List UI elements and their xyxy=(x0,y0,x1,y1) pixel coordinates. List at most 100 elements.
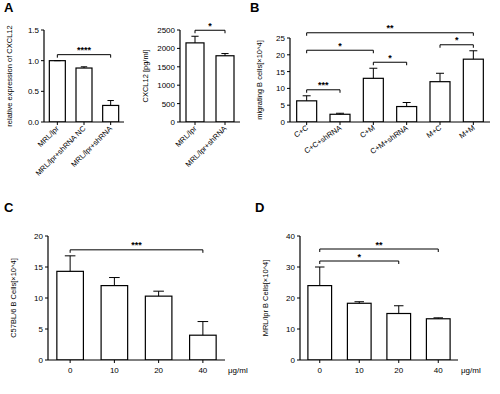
y-tick xyxy=(45,298,48,299)
y-tick-label: 20 xyxy=(276,51,285,60)
x-tick xyxy=(438,360,439,363)
x-tick xyxy=(84,122,85,125)
bar xyxy=(363,78,383,122)
y-tick xyxy=(287,122,290,123)
y-tick xyxy=(287,88,290,89)
bar xyxy=(463,59,483,122)
error-bar xyxy=(198,322,209,336)
error-bar xyxy=(434,317,443,319)
error-cap xyxy=(198,321,209,322)
error-bar xyxy=(107,101,113,106)
error-cap xyxy=(336,113,344,114)
x-tick xyxy=(158,360,159,363)
error-stem xyxy=(440,73,441,81)
y-tick-label: 1.5 xyxy=(28,26,40,35)
error-stem xyxy=(373,68,374,78)
bar xyxy=(76,68,92,122)
error-bar xyxy=(54,60,60,61)
y-axis xyxy=(179,30,180,122)
x-tick xyxy=(114,360,115,363)
x-tick-label: C+C xyxy=(292,123,310,139)
y-tick-label: 1500 xyxy=(157,63,175,72)
y-tick-label: 5 xyxy=(281,101,286,110)
error-stem xyxy=(195,36,196,43)
error-cap xyxy=(303,95,311,96)
y-tick-label: 10 xyxy=(34,294,43,303)
error-cap xyxy=(191,36,198,37)
y-tick xyxy=(297,298,300,299)
marks xyxy=(57,256,216,360)
y-tick-label: 15 xyxy=(276,68,285,77)
x-tick xyxy=(473,122,474,125)
error-cap xyxy=(107,100,113,101)
error-cap xyxy=(81,66,87,67)
panel-label: D xyxy=(255,200,264,215)
x-tick-label: M+C xyxy=(425,123,444,140)
y-tick-label: 2500 xyxy=(157,26,175,35)
y-axis xyxy=(289,38,290,122)
y-tick xyxy=(287,105,290,106)
y-tick xyxy=(297,236,300,237)
x-tick xyxy=(406,122,407,125)
x-tick xyxy=(306,122,307,125)
y-tick xyxy=(297,267,300,268)
x-axis-label: μg/ml xyxy=(461,366,481,375)
y-axis-label: relative expression of CXCL12 xyxy=(5,25,14,126)
y-tick-label: 20 xyxy=(34,232,43,241)
y-tick xyxy=(41,122,44,123)
error-bar xyxy=(221,54,228,56)
x-tick xyxy=(373,122,374,125)
bar xyxy=(430,82,450,122)
significance-label: *** xyxy=(131,240,142,250)
x-tick-label: M+M xyxy=(457,123,476,140)
x-tick-label: 10 xyxy=(110,366,119,375)
bar xyxy=(308,286,332,360)
x-tick xyxy=(70,360,71,363)
y-axis-label: MRL/lpr B Cells[×10^4] xyxy=(261,260,270,337)
y-tick-label: 10 xyxy=(276,84,285,93)
significance-label: * xyxy=(338,41,342,51)
y-tick xyxy=(41,91,44,92)
error-bar xyxy=(336,113,344,114)
marks xyxy=(49,61,118,122)
x-tick-label: C+M+shRNA xyxy=(368,123,409,156)
y-tick-label: 10 xyxy=(286,325,295,334)
error-cap xyxy=(469,50,477,51)
error-bar xyxy=(153,291,164,296)
y-tick xyxy=(45,267,48,268)
error-cap xyxy=(436,73,444,74)
bar xyxy=(145,296,172,360)
error-bar xyxy=(65,256,76,272)
x-tick xyxy=(359,360,360,363)
y-tick xyxy=(177,66,180,67)
x-tick-label: 10 xyxy=(355,366,364,375)
error-cap xyxy=(153,291,164,292)
y-axis-label: C57BL/6 B Cells[×10^4] xyxy=(9,258,18,338)
error-stem xyxy=(473,51,474,59)
significance-label: * xyxy=(357,252,361,262)
bar xyxy=(103,105,119,122)
panel-label: A xyxy=(4,0,14,15)
y-tick xyxy=(177,122,180,123)
x-tick-label: 20 xyxy=(394,366,403,375)
y-tick-label: 2000 xyxy=(157,44,175,53)
error-cap xyxy=(369,68,377,69)
y-tick xyxy=(297,360,300,361)
error-stem xyxy=(406,103,407,107)
bar xyxy=(426,319,450,360)
significance-label: * xyxy=(388,53,392,63)
y-tick xyxy=(45,360,48,361)
error-stem xyxy=(70,256,71,272)
error-cap xyxy=(54,60,60,61)
y-tick-label: 5 xyxy=(39,325,44,334)
bar xyxy=(347,303,371,360)
y-tick-label: 20 xyxy=(286,294,295,303)
y-tick-label: 0.0 xyxy=(28,118,40,127)
error-stem xyxy=(306,96,307,101)
y-tick-label: 1.0 xyxy=(28,57,40,66)
error-cap xyxy=(221,53,228,54)
error-bar xyxy=(303,96,311,101)
x-tick-label: 40 xyxy=(434,366,443,375)
bar xyxy=(387,314,411,361)
error-stem xyxy=(110,101,111,106)
